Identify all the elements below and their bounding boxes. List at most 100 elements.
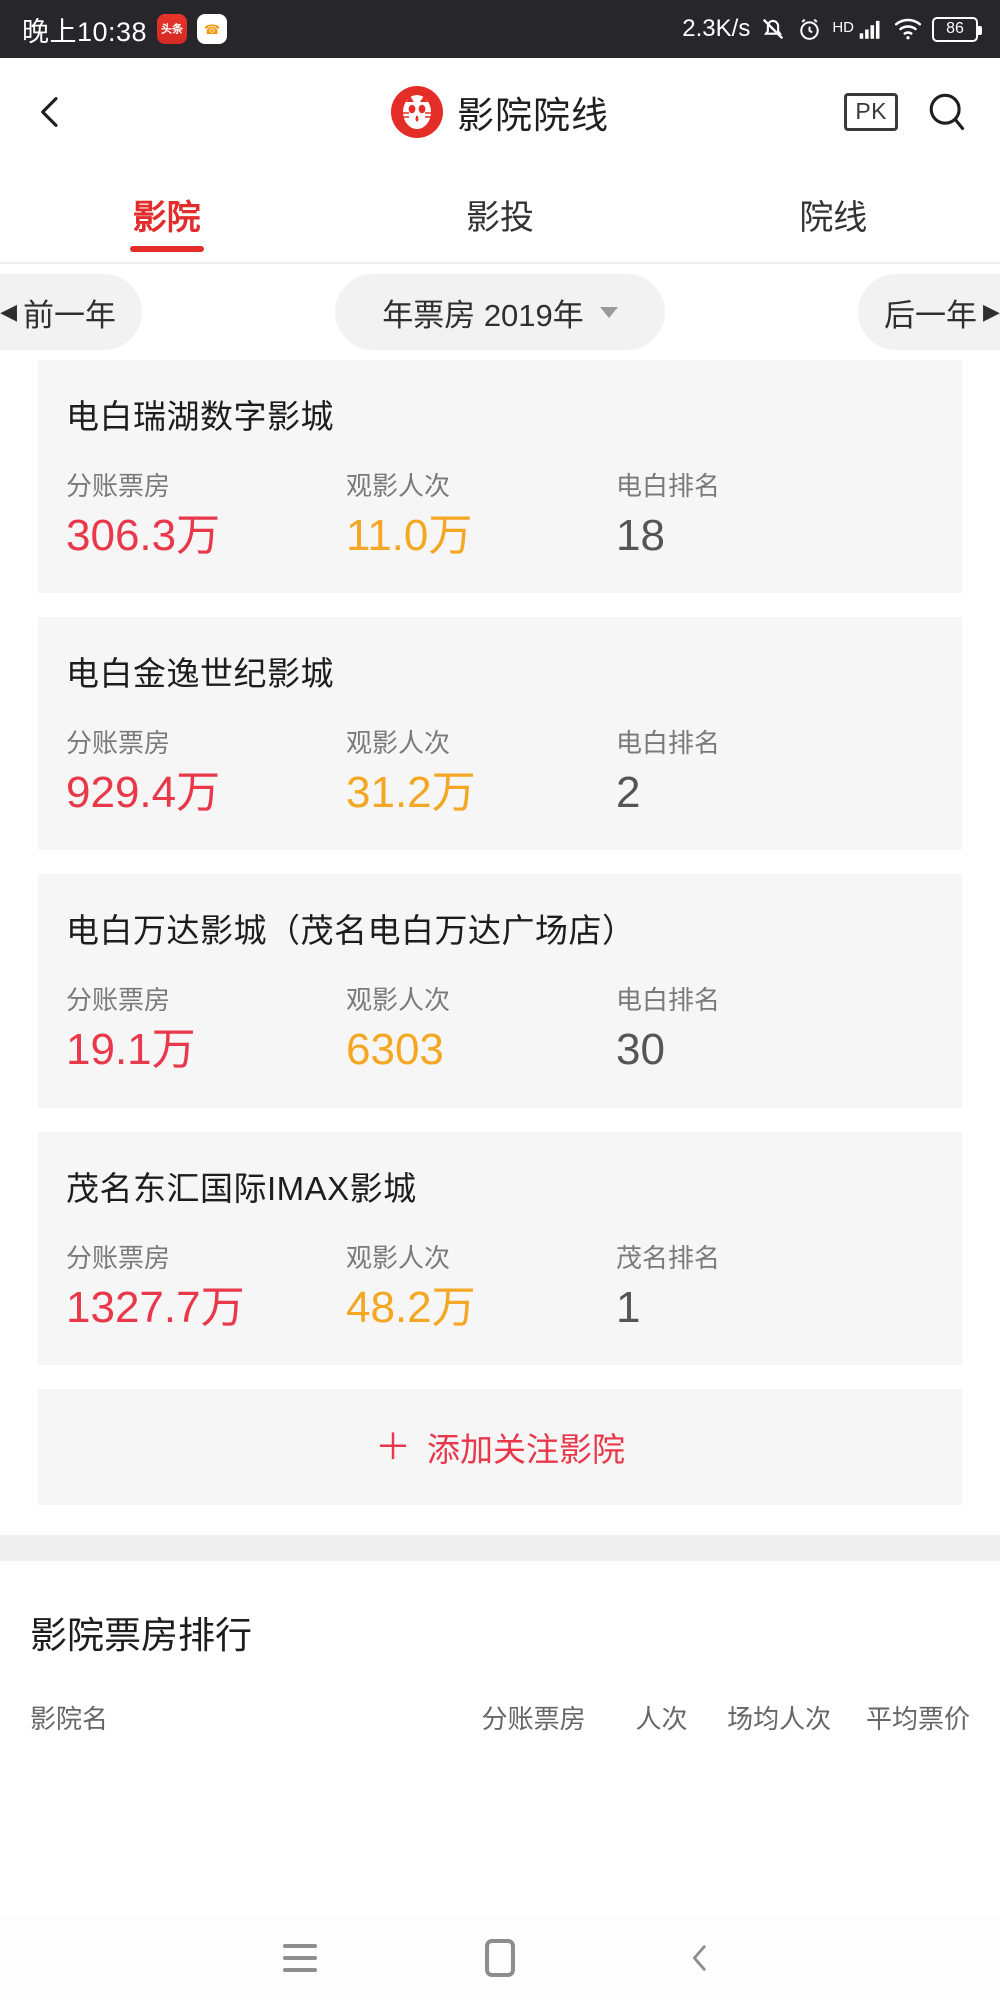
- stat-admissions: 观影人次 11.0万: [346, 466, 616, 559]
- column-header-cinema-name[interactable]: 影院名: [30, 1703, 109, 1734]
- status-bar-left: 晚上10:38 头条 ☎: [22, 10, 228, 49]
- stat-gross: 分账票房 929.4万: [66, 723, 346, 816]
- stat-value: 6303: [346, 1025, 444, 1075]
- ranking-title: 影院票房排行: [30, 1614, 252, 1656]
- status-bar-clock: 晚上10:38: [22, 16, 148, 47]
- column-header-gross[interactable]: 分账票房: [481, 1703, 586, 1734]
- stat-label: 分账票房: [66, 728, 171, 759]
- cinema-ranking-section: 影院票房排行 影院名 分账票房 人次 场均人次 平均票价: [0, 1560, 1000, 1748]
- previous-year-label: 前一年: [23, 297, 116, 333]
- stat-label: 分账票房: [66, 985, 171, 1016]
- stat-value: 30: [616, 1025, 665, 1075]
- phone-notification-icon: ☎: [197, 14, 228, 44]
- next-year-button[interactable]: 后一年 ▶: [858, 274, 1000, 350]
- home-square: [485, 1939, 515, 1977]
- phone-icon-label: ☎: [203, 21, 221, 37]
- battery-indicator: 86: [932, 16, 982, 42]
- cinema-stats-row: 分账票房 929.4万 观影人次 31.2万 电白排名 2: [66, 723, 934, 816]
- stat-value: 929.4万: [66, 768, 221, 818]
- toutiao-icon-label: 头条: [161, 22, 184, 36]
- stat-gross: 分账票房 19.1万: [66, 980, 346, 1073]
- tab-cinema-label: 影院: [132, 198, 201, 237]
- stat-rank: 茂名排名 1: [616, 1238, 934, 1331]
- right-arrow-icon: ▶: [983, 299, 1000, 324]
- add-cinema-button[interactable]: ＋ 添加关注影院: [38, 1388, 962, 1505]
- stat-label: 分账票房: [66, 471, 171, 501]
- stat-value: 2: [616, 768, 641, 818]
- stat-admissions: 观影人次 48.2万: [346, 1238, 616, 1331]
- cinema-stats-row: 分账票房 19.1万 观影人次 6303 电白排名 30: [66, 980, 934, 1073]
- cinema-name: 电白瑞湖数字影城: [66, 398, 334, 435]
- network-speed-label: 2.3K/s: [682, 15, 751, 42]
- cinema-name: 电白金逸世纪影城: [66, 655, 334, 693]
- tab-investor[interactable]: 影投: [333, 166, 666, 262]
- menu-lines: [283, 1944, 317, 1972]
- section-divider: [0, 1534, 1000, 1561]
- cellular-signal-icon: [857, 16, 884, 42]
- stat-gross: 分账票房 1327.7万: [66, 1238, 346, 1331]
- stat-label: 观影人次: [346, 471, 451, 501]
- toutiao-notification-icon: 头条: [157, 14, 188, 44]
- tab-investor-label: 影投: [465, 198, 534, 237]
- wifi-icon: [893, 16, 923, 42]
- alarm-clock-icon: [796, 16, 823, 43]
- pk-button[interactable]: PK: [844, 93, 898, 131]
- stat-label: 观影人次: [346, 1242, 451, 1273]
- main-tabs: 影院 影投 院线: [0, 166, 1000, 264]
- stat-label: 观影人次: [346, 985, 451, 1016]
- stat-value: 48.2万: [346, 1282, 476, 1332]
- hd-indicator-label: HD: [832, 19, 854, 36]
- cinema-stats-row: 分账票房 306.3万 观影人次 11.0万 电白排名 18: [66, 466, 934, 559]
- stat-value: 19.1万: [66, 1025, 196, 1075]
- stat-gross: 分账票房 306.3万: [66, 466, 346, 559]
- stat-rank: 电白排名 18: [616, 466, 934, 559]
- cinema-stats-row: 分账票房 1327.7万 观影人次 48.2万 茂名排名 1: [66, 1238, 934, 1331]
- column-header-avg-price[interactable]: 平均票价: [865, 1703, 970, 1734]
- app-header: 影院院线 PK: [0, 58, 1000, 166]
- nav-back-chevron-icon[interactable]: [670, 1928, 730, 1988]
- year-dropdown-button[interactable]: 年票房 2019年: [335, 274, 665, 350]
- cinema-name: 电白万达影城（茂名电白万达广场店）: [66, 912, 636, 950]
- cinema-card[interactable]: 电白金逸世纪影城 分账票房 929.4万 观影人次 31.2万 电白排名 2: [38, 617, 962, 851]
- stat-value: 1327.7万: [66, 1282, 245, 1332]
- cinema-card-list: 电白瑞湖数字影城 分账票房 306.3万 观影人次 11.0万 电白排名 18 …: [0, 360, 1000, 1505]
- status-bar: 晚上10:38 头条 ☎ 2.3K/s: [0, 0, 1000, 58]
- left-arrow-icon: ◀: [0, 299, 17, 324]
- stat-value: 31.2万: [346, 768, 476, 818]
- column-header-admissions[interactable]: 人次: [635, 1703, 688, 1734]
- tab-active-underline: [129, 246, 204, 252]
- stat-value: 306.3万: [66, 511, 221, 560]
- cinema-card[interactable]: 电白万达影城（茂名电白万达广场店） 分账票房 19.1万 观影人次 6303 电…: [38, 874, 962, 1108]
- stat-label: 茂名排名: [616, 1242, 721, 1273]
- cinema-card[interactable]: 电白瑞湖数字影城 分账票房 306.3万 观影人次 11.0万 电白排名 18: [38, 360, 962, 594]
- tab-circuit[interactable]: 院线: [667, 166, 1000, 262]
- menu-icon[interactable]: [270, 1928, 330, 1988]
- stat-label: 分账票房: [66, 1242, 171, 1273]
- previous-year-button[interactable]: ◀ 前一年: [0, 274, 142, 350]
- home-square-icon[interactable]: [470, 1928, 530, 1988]
- back-chevron-icon[interactable]: [30, 91, 72, 133]
- column-header-avg-admissions[interactable]: 场均人次: [727, 1703, 832, 1734]
- current-year-label: 年票房 2019年: [382, 297, 584, 333]
- tab-cinema[interactable]: 影院: [0, 166, 333, 262]
- mute-bell-icon: [759, 15, 787, 43]
- search-icon[interactable]: [924, 89, 970, 135]
- stat-admissions: 观影人次 6303: [346, 980, 616, 1073]
- stat-admissions: 观影人次 31.2万: [346, 723, 616, 816]
- chevron-down-icon: [599, 306, 618, 318]
- stat-label: 电白排名: [616, 471, 721, 501]
- cinema-card[interactable]: 茂名东汇国际IMAX影城 分账票房 1327.7万 观影人次 48.2万 茂名排…: [38, 1131, 962, 1365]
- next-year-label: 后一年: [884, 297, 977, 333]
- status-bar-right: 2.3K/s HD: [682, 15, 982, 43]
- stat-value: 11.0万: [346, 511, 473, 560]
- header-actions: PK: [844, 89, 970, 135]
- ranking-table-header: 影院名 分账票房 人次 场均人次 平均票价: [30, 1699, 970, 1748]
- stat-label: 电白排名: [616, 985, 721, 1016]
- stat-value: 1: [616, 1282, 641, 1332]
- stat-rank: 电白排名 2: [616, 723, 934, 816]
- stat-value: 18: [616, 511, 665, 560]
- tab-circuit-label: 院线: [799, 198, 868, 237]
- stat-label: 观影人次: [346, 728, 451, 759]
- plus-icon: ＋: [374, 1425, 411, 1467]
- add-cinema-label: 添加关注影院: [427, 1430, 625, 1468]
